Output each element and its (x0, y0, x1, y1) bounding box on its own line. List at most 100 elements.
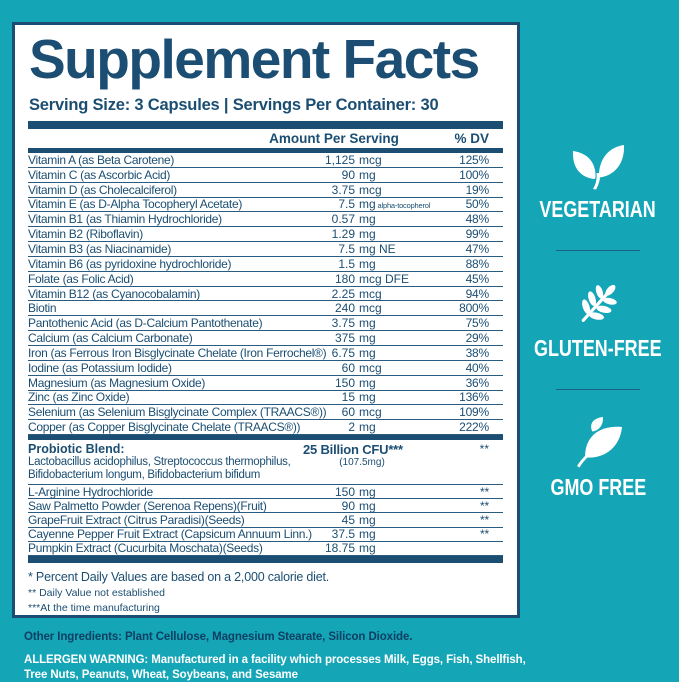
nutrient-value: 7.5 (338, 241, 355, 256)
nutrient-dv: ** (480, 527, 489, 542)
nutrient-name: Iodine (as Potassium Iodide) (28, 360, 172, 375)
probiotic-name-block: Probiotic Blend: Lactobacillus acidophil… (28, 442, 317, 481)
leaf-icon (570, 416, 626, 468)
nutrient-dv: 99% (465, 227, 490, 242)
page-title: Supplement Facts (29, 28, 480, 90)
nutrient-dv: 47% (465, 241, 490, 256)
nutrient-name: Vitamin B2 (Riboflavin) (28, 227, 143, 242)
badge-gluten-free: GLUTEN-FREE (516, 277, 679, 362)
nutrient-value: 7.5 (338, 197, 355, 212)
divider-bar-blend (28, 435, 503, 441)
nutrient-dv: ** (480, 498, 489, 513)
other-ingredients-text: Plant Cellulose, Magnesium Stearate, Sil… (121, 631, 413, 643)
nutrient-dv: 94% (465, 286, 490, 301)
nutrient-value: 60 (341, 405, 355, 420)
other-ingredients: Other Ingredients: Plant Cellulose, Magn… (24, 631, 544, 643)
nutrient-name: Calcium (as Calcium Carbonate) (28, 331, 193, 346)
nutrient-dv: 88% (465, 256, 490, 271)
nutrient-value: 150 (334, 484, 355, 499)
table-row: Vitamin B6 (as pyridoxine hydrochloride)… (28, 257, 503, 272)
nutrient-unit: mg (359, 375, 376, 390)
nutrient-unit: mcg (359, 301, 382, 316)
nutrient-dv: 109% (459, 405, 489, 420)
probiotic-amount: 25 Billion CFU*** (303, 442, 403, 458)
nutrient-dv: 48% (465, 212, 490, 227)
allergen-warning: ALLERGEN WARNING: Manufactured in a faci… (24, 653, 536, 682)
nutrient-value: 15 (341, 390, 355, 405)
table-row: Calcium (as Calcium Carbonate) 375 mg 29… (28, 331, 503, 346)
table-row: Iron (as Ferrous Iron Bisglycinate Chela… (28, 346, 503, 361)
nutrient-name: Folate (as Folic Acid) (28, 271, 134, 286)
serving-info: Serving Size: 3 Capsules | Servings Per … (29, 96, 439, 114)
nutrient-value: 37.5 (331, 527, 355, 542)
nutrient-rows: Vitamin A (as Beta Carotene) 1,125 mcg 1… (28, 153, 503, 436)
nutrient-unit: mg (359, 527, 376, 542)
badge-vegetarian: VEGETARIAN (523, 142, 672, 223)
badge-gluten-free-label: GLUTEN-FREE (534, 335, 662, 361)
supplement-facts-panel: Supplement Facts Serving Size: 3 Capsule… (12, 22, 520, 618)
nutrient-dv: 19% (465, 182, 490, 197)
table-header: Amount Per Serving % DV (28, 129, 503, 148)
table-row: Cayenne Pepper Fruit Extract (Capsicum A… (28, 527, 503, 542)
nutrient-name: Copper (as Copper Bisglycinate Chelate (… (28, 420, 301, 435)
nutrient-value: 180 (334, 271, 355, 286)
nutrient-unit: mcg (359, 360, 382, 375)
nutrient-dv: 36% (465, 375, 490, 390)
nutrient-dv: 125% (459, 152, 489, 167)
nutrient-dv: 222% (459, 420, 489, 435)
probiotic-amount-weight: (107.5mg) (339, 457, 385, 469)
table-row: Selenium (as Selenium Bisglycinate Compl… (28, 405, 503, 421)
nutrient-value: 18.75 (324, 541, 355, 556)
sprout-icon (568, 142, 628, 190)
nutrient-value: 2 (348, 420, 355, 435)
probiotic-desc-line1: Lactobacillus acidophilus, Streptococcus… (28, 456, 291, 469)
nutrient-unit: mcg (359, 152, 382, 167)
nutrient-name: Pantothenic Acid (as D-Calcium Pantothen… (28, 316, 263, 331)
dv-column-header: % DV (454, 131, 489, 146)
nutrient-value: 150 (334, 375, 355, 390)
allergen-warning-label: ALLERGEN WARNING: (24, 654, 149, 666)
probiotic-desc-line2: Bifidobacterium longum, Bifidobacterium … (28, 468, 260, 481)
nutrient-value: 1,125 (324, 152, 355, 167)
table-row: GrapeFruit Extract (Citrus Paradisi)(See… (28, 513, 503, 528)
footnote-daily-values: * Percent Daily Values are based on a 2,… (28, 569, 330, 584)
nutrient-dv: ** (480, 513, 489, 527)
nutrient-name: Vitamin B1 (as Thiamin Hydrochloride) (28, 212, 222, 227)
badge-gmo-free-label: GMO FREE (550, 474, 646, 500)
nutrient-unit: mcg DFE (359, 271, 410, 286)
probiotic-blend-name: Probiotic Blend: (28, 442, 125, 457)
nutrient-value: 90 (341, 167, 355, 182)
nutrient-value: 1.5 (338, 256, 355, 271)
amount-column-header: Amount Per Serving (269, 131, 399, 146)
table-row: Vitamin B2 (Riboflavin) 1.29 mg 99% (28, 227, 503, 243)
nutrient-dv: 40% (465, 360, 490, 375)
divider-bar-bottom (28, 555, 503, 563)
nutrient-name: Vitamin B6 (as pyridoxine hydrochloride) (28, 256, 232, 271)
nutrient-name: Biotin (28, 301, 57, 316)
nutrient-unit: mg (359, 316, 376, 331)
nutrient-name: Pumpkin Extract (Cucurbita Moschata)(See… (28, 541, 263, 556)
nutrient-unit: mg (359, 212, 376, 227)
nutrient-value: 3.75 (331, 182, 355, 197)
nutrient-value: 6.75 (331, 345, 355, 360)
table-row: Pumpkin Extract (Cucurbita Moschata)(See… (28, 541, 503, 556)
nutrient-name: Zinc (as Zinc Oxide) (28, 390, 130, 405)
nutrient-name: GrapeFruit Extract (Citrus Paradisi)(See… (28, 513, 245, 527)
table-row: Vitamin A (as Beta Carotene) 1,125 mcg 1… (28, 153, 503, 168)
nutrient-value: 60 (341, 360, 355, 375)
nutrient-dv: ** (480, 484, 489, 499)
nutrient-name: Vitamin B12 (as Cyanocobalamin) (28, 286, 200, 301)
table-row: Vitamin B12 (as Cyanocobalamin) 2.25 mcg… (28, 287, 503, 302)
table-row: Zinc (as Zinc Oxide) 15 mg 136% (28, 390, 503, 406)
nutrient-unit: mg (359, 227, 376, 242)
nutrient-dv: 136% (459, 390, 489, 405)
unit-note: alpha-tocopherol (375, 201, 431, 211)
nutrient-value: 240 (334, 301, 355, 316)
table-row: Folate (as Folic Acid) 180 mcg DFE 45% (28, 272, 503, 287)
nutrient-value: 90 (341, 498, 355, 513)
table-row: Pantothenic Acid (as D-Calcium Pantothen… (28, 316, 503, 332)
nutrient-name: Cayenne Pepper Fruit Extract (Capsicum A… (28, 527, 312, 542)
table-row: Biotin 240 mcg 800% (28, 301, 503, 317)
nutrient-unit: mg (359, 541, 376, 556)
nutrient-dv: 38% (465, 345, 490, 360)
